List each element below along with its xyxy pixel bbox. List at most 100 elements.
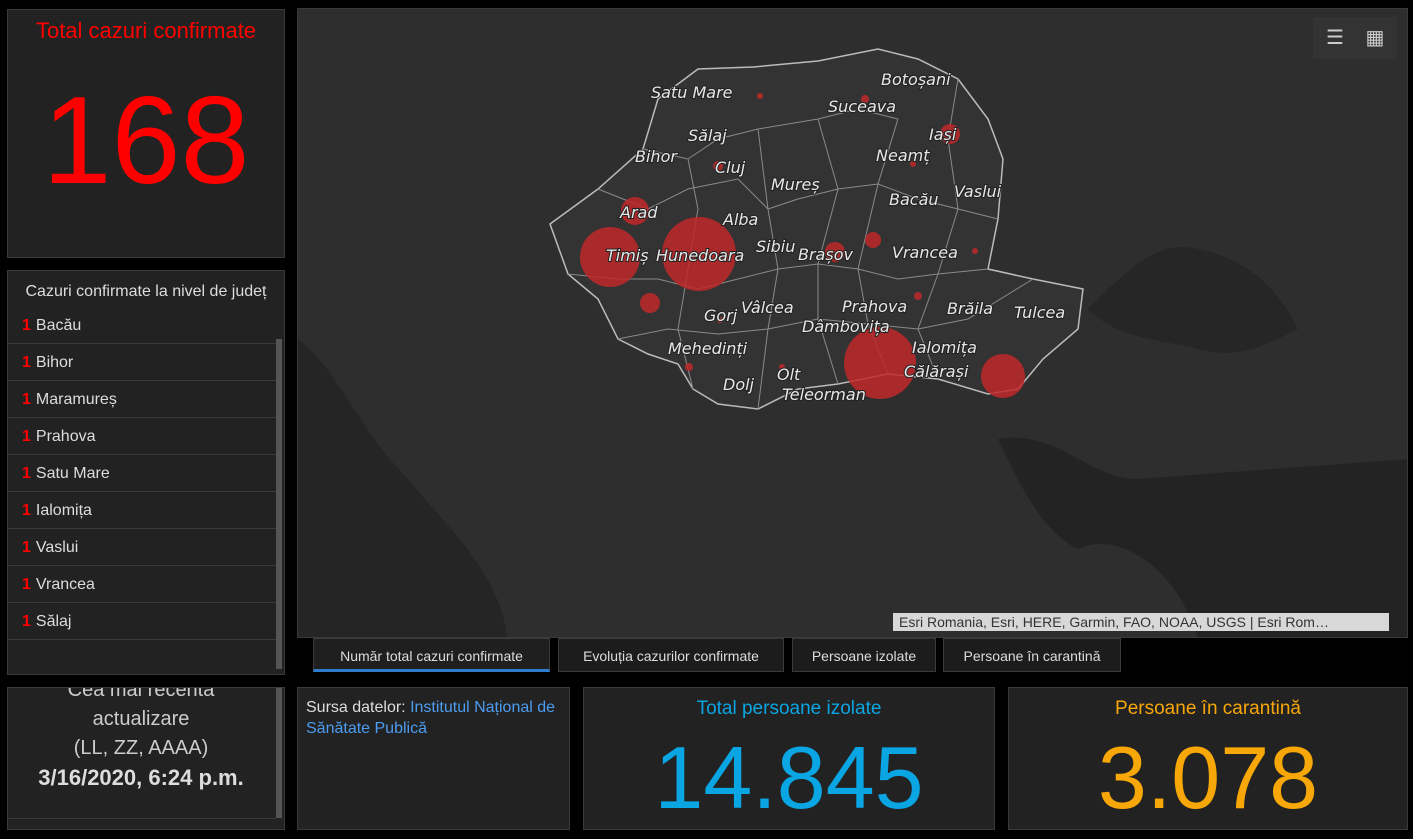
county-count: 1 xyxy=(22,428,31,445)
county-labels: Satu Mare Botoșani Suceava Sălaj Iași Bi… xyxy=(605,69,1066,405)
list-item[interactable]: 1 Sălaj xyxy=(8,603,276,640)
bubble-iasi[interactable] xyxy=(940,124,960,144)
map-label: Bacău xyxy=(889,190,939,209)
county-count: 1 xyxy=(22,354,31,371)
bubble-brasov[interactable] xyxy=(825,242,845,262)
bubble-bucuresti[interactable] xyxy=(844,327,916,399)
county-count: 1 xyxy=(22,539,31,556)
update-scrollbar[interactable] xyxy=(276,688,282,818)
map-view[interactable]: Satu Mare Botoșani Suceava Sălaj Iași Bi… xyxy=(297,8,1408,638)
county-count: 1 xyxy=(22,391,31,408)
legend-list-icon[interactable]: ☰ xyxy=(1326,27,1344,49)
bubble-mehedinti[interactable] xyxy=(685,363,693,371)
county-list-card: Cazuri confirmate la nivel de județ 1 Bac… xyxy=(7,270,285,675)
county-count: 1 xyxy=(22,465,31,482)
bubble-satu-mare[interactable] xyxy=(757,93,763,99)
bubble-constanta[interactable] xyxy=(981,354,1025,398)
county-count: 1 xyxy=(22,613,31,630)
divider xyxy=(8,818,276,819)
map-label: Dâmbovița xyxy=(802,317,890,336)
list-item[interactable]: 1 Prahova xyxy=(8,418,276,455)
basemap-gallery-icon[interactable]: ▦ xyxy=(1365,27,1385,49)
quarantine-value: 3.078 xyxy=(1097,728,1319,827)
tab-evolution[interactable]: Evoluția cazurilor confirmate xyxy=(558,638,784,672)
last-update-format: (LL, ZZ, AAAA) xyxy=(73,737,209,759)
map-label: Tulcea xyxy=(1014,303,1065,322)
map-toolbar: ☰ ▦ xyxy=(1313,17,1397,59)
county-count: 1 xyxy=(22,576,31,593)
list-item[interactable]: 1 Bacău xyxy=(8,307,276,344)
bubble-hunedoara[interactable] xyxy=(662,217,736,291)
bubble-gorj[interactable] xyxy=(717,317,723,323)
map-label: Iași xyxy=(929,125,957,144)
source-label: Sursa datelor: xyxy=(306,699,406,716)
map-label: Hunedoara xyxy=(656,246,744,265)
map-label: Sălaj xyxy=(688,126,727,145)
isolated-value: 14.845 xyxy=(654,728,924,827)
county-name: Satu Mare xyxy=(35,465,110,482)
map-label: Vâlcea xyxy=(741,298,794,317)
county-name: Bihor xyxy=(35,354,74,371)
tab-quarantine[interactable]: Persoane în carantină xyxy=(943,638,1121,672)
county-name: Vaslui xyxy=(35,539,79,556)
bubble-covasna[interactable] xyxy=(865,232,881,248)
tab-total-confirmed[interactable]: Număr total cazuri confirmate xyxy=(313,638,550,672)
map-label: Dolj xyxy=(723,375,755,394)
list-item[interactable]: 1 Bihor xyxy=(8,344,276,381)
source-link[interactable]: Institutul Național de Sănătate Publică xyxy=(306,699,556,737)
last-update-label-2: actualizare xyxy=(92,708,190,730)
bubble-vrancea[interactable] xyxy=(972,248,978,254)
map-label: Brăila xyxy=(947,299,993,318)
bubble-caras[interactable] xyxy=(640,293,660,313)
total-confirmed-card: Total cazuri confirmate 168 xyxy=(7,9,285,258)
county-list-title: Cazuri confirmate la nivel de județ xyxy=(25,283,267,300)
county-count: 1 xyxy=(22,317,31,334)
county-list: 1 Bacău 1 Bihor 1 Maramureș 1 Prahova 1 Satu … xyxy=(8,307,276,640)
bubble-arad[interactable] xyxy=(621,197,649,225)
last-update-label-1: Cea mai recentă xyxy=(67,687,215,701)
bubble-olt[interactable] xyxy=(779,364,785,370)
map-label: Sibiu xyxy=(756,237,795,256)
list-item[interactable]: 1 Satu Mare xyxy=(8,455,276,492)
quarantine-card: Persoane în carantină 3.078 xyxy=(1008,687,1408,830)
last-update-text: Cea mai recentă actualizare (LL, ZZ, AAA… xyxy=(8,687,284,792)
map-label: Cluj xyxy=(715,158,746,177)
last-update-card: Cea mai recentă actualizare (LL, ZZ, AAA… xyxy=(7,687,285,830)
map-label: Vrancea xyxy=(892,243,958,262)
bubble-timis[interactable] xyxy=(580,227,640,287)
county-name: Prahova xyxy=(35,428,96,445)
azov-sea xyxy=(1088,247,1298,353)
map-label: Mureș xyxy=(771,175,820,194)
data-source-card: Sursa datelor: Institutul Național de Să… xyxy=(297,687,570,830)
list-item[interactable]: 1 Ialomița xyxy=(8,492,276,529)
bubble-prahova[interactable] xyxy=(914,292,922,300)
tab-isolated[interactable]: Persoane izolate xyxy=(792,638,936,672)
map-label: Botoșani xyxy=(881,70,951,89)
map-label: Teleorman xyxy=(782,385,866,404)
black-sea xyxy=(998,437,1407,637)
bubble-suceava[interactable] xyxy=(861,95,869,103)
isolated-title: Total persoane izolate xyxy=(696,698,882,719)
map-label: Mehedinți xyxy=(668,339,748,358)
map-label: Satu Mare xyxy=(651,83,733,102)
list-item[interactable]: 1 Vaslui xyxy=(8,529,276,566)
list-item[interactable]: 1 Maramureș xyxy=(8,381,276,418)
map-attribution: Esri Romania, Esri, HERE, Garmin, FAO, N… xyxy=(893,613,1389,631)
county-name: Maramureș xyxy=(35,391,117,408)
adriatic-sea xyxy=(298,339,508,637)
bubble-neamt[interactable] xyxy=(910,161,916,167)
map-label: Neamț xyxy=(876,146,930,165)
bubble-cluj[interactable] xyxy=(713,161,723,171)
map-label: Alba xyxy=(722,210,758,229)
county-name: Vrancea xyxy=(35,576,95,593)
quarantine-title: Persoane în carantină xyxy=(1115,698,1301,719)
total-confirmed-title: Total cazuri confirmate xyxy=(35,18,257,43)
map-label: Vaslui xyxy=(954,182,1002,201)
map-canvas[interactable]: Satu Mare Botoșani Suceava Sălaj Iași Bi… xyxy=(298,9,1408,638)
map-label: Suceava xyxy=(828,97,896,116)
list-scrollbar[interactable] xyxy=(276,339,282,669)
case-bubbles[interactable] xyxy=(580,93,1025,399)
total-confirmed-value: 168 xyxy=(42,72,250,210)
list-item[interactable]: 1 Vrancea xyxy=(8,566,276,603)
map-label: Ialomița xyxy=(912,338,977,357)
